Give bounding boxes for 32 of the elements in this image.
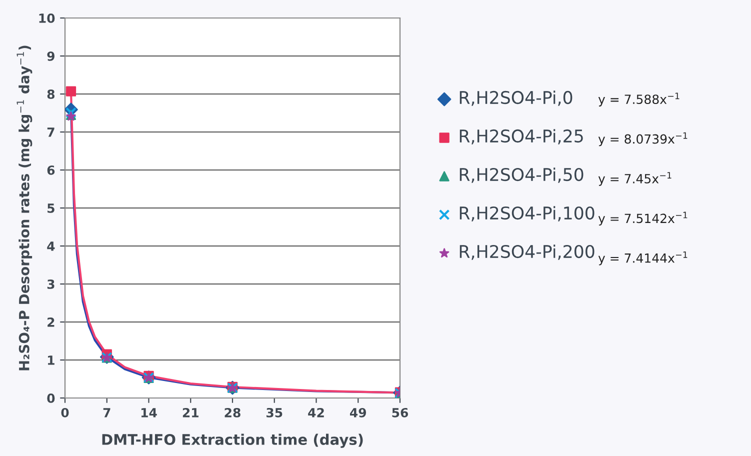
- y-tick-label: 2: [48, 317, 54, 327]
- x-tick-label: 21: [182, 408, 198, 418]
- y-tick-label: 7: [47, 128, 54, 137]
- y-tick-label: 9: [47, 51, 54, 61]
- legend-label: R,H2SO4-Pi,50: [460, 168, 584, 183]
- x-tick-label: 49: [350, 408, 366, 418]
- y-tick-label: 0: [47, 393, 55, 403]
- legend-label: R,H2SO4-Pi,0: [460, 90, 572, 106]
- legend-label: R,H2SO4-Pi,100: [460, 206, 594, 222]
- x-tick-label: 56: [392, 408, 408, 418]
- y-tick-label: 10: [39, 13, 55, 23]
- legend-label: R,H2SO4-Pi,200: [460, 244, 594, 260]
- x-tick-label: 14: [141, 408, 157, 418]
- text: y = 8.0739x$^{−1}$: [598, 132, 688, 146]
- text: y = 7.588x$^{−1}$: [598, 92, 680, 106]
- y-tick-label: 6: [47, 165, 55, 175]
- y-tick-label: 1: [48, 356, 54, 365]
- text: y = 7.5142x$^{−1}$: [598, 212, 688, 226]
- x-tick-label: 35: [266, 408, 282, 418]
- legend-label: R,H2SO4-Pi,25: [460, 129, 583, 144]
- text: y = 7.45x$^{−1}$: [598, 172, 672, 186]
- text: y = 7.4144x$^{−1}$: [598, 251, 688, 266]
- x-tick-label: 7: [103, 408, 110, 418]
- y-axis-title: H₂SO₄-P Desorption rates (mg kg$^{−1}$ day$^{−1}$): [16, 46, 32, 370]
- x-tick-label: 28: [224, 408, 240, 418]
- y-tick-label: 8: [47, 89, 54, 99]
- x-tick-label: 0: [61, 408, 69, 418]
- y-tick-label: 5: [48, 204, 54, 213]
- x-tick-label: 42: [308, 408, 324, 418]
- x-axis-title: DMT-HFO Extraction time (days): [102, 434, 363, 448]
- y-tick-label: 3: [47, 279, 54, 289]
- y-tick-label: 4: [47, 242, 55, 251]
